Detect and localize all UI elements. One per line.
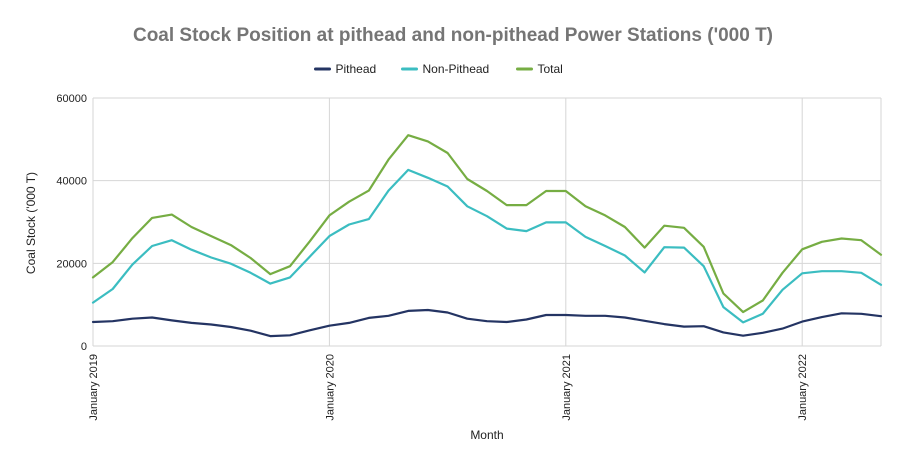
x-tick-label: January 2022: [797, 354, 809, 421]
legend-item: Non-Pithead: [401, 62, 490, 76]
chart-title: Coal Stock Position at pithead and non-p…: [133, 25, 773, 46]
legend: Pithead Non-Pithead Total: [314, 62, 563, 76]
y-tick-label: 0: [81, 341, 87, 353]
series-line-non-pithead: [91, 168, 883, 324]
x-axis-label: Month: [470, 428, 503, 442]
series-line-total: [91, 134, 883, 314]
legend-label: Non-Pithead: [423, 62, 490, 76]
x-tick-label: January 2020: [324, 354, 336, 421]
legend-item: Pithead: [314, 62, 377, 76]
legend-label: Total: [538, 62, 563, 76]
y-tick-label: 40000: [56, 176, 87, 188]
x-tick-label: January 2019: [88, 354, 100, 421]
x-tick-label: January 2021: [561, 354, 573, 421]
series-line-pithead: [91, 308, 883, 338]
gridlines: [92, 97, 882, 347]
legend-label: Pithead: [336, 62, 377, 76]
y-axis-label: Coal Stock ('000 T): [24, 172, 38, 274]
legend-item: Total: [516, 62, 563, 76]
y-tick-label: 60000: [56, 93, 87, 105]
x-axis-ticks: January 2019 January 2020 January 2021 Janu…: [88, 354, 809, 421]
y-tick-label: 20000: [56, 258, 87, 270]
series-layer: [91, 134, 883, 338]
y-axis-ticks: 0 20000 40000 60000: [56, 93, 87, 353]
